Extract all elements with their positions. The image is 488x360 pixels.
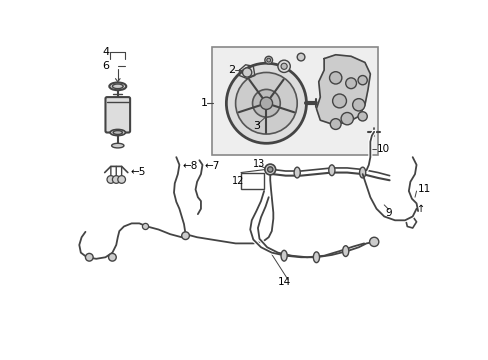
Text: 6: 6 <box>102 61 109 71</box>
Circle shape <box>260 97 272 109</box>
Circle shape <box>357 112 366 121</box>
Ellipse shape <box>293 167 300 178</box>
Text: 12: 12 <box>231 176 244 186</box>
Circle shape <box>345 78 356 89</box>
Circle shape <box>277 60 290 72</box>
Circle shape <box>108 253 116 261</box>
FancyBboxPatch shape <box>105 97 130 132</box>
Circle shape <box>352 99 364 111</box>
Circle shape <box>267 167 272 172</box>
Text: ←8: ←8 <box>182 161 198 171</box>
Circle shape <box>266 58 270 62</box>
Circle shape <box>118 176 125 183</box>
Ellipse shape <box>342 246 348 256</box>
Circle shape <box>252 89 280 117</box>
Circle shape <box>107 176 115 183</box>
Text: 14: 14 <box>277 277 290 287</box>
Circle shape <box>329 119 341 130</box>
Circle shape <box>112 176 120 183</box>
Text: ↑: ↑ <box>416 204 425 214</box>
Circle shape <box>297 53 305 61</box>
Circle shape <box>264 56 272 64</box>
Ellipse shape <box>281 250 286 261</box>
Circle shape <box>226 63 306 143</box>
Text: 9: 9 <box>385 208 391 217</box>
Ellipse shape <box>109 82 126 90</box>
Circle shape <box>281 63 286 69</box>
Circle shape <box>369 237 378 247</box>
Circle shape <box>85 253 93 261</box>
Text: 13: 13 <box>253 159 265 169</box>
Circle shape <box>142 223 148 230</box>
Text: 2: 2 <box>227 65 235 75</box>
Ellipse shape <box>113 131 122 134</box>
Circle shape <box>357 76 366 85</box>
Circle shape <box>242 68 251 77</box>
Circle shape <box>332 94 346 108</box>
Text: 11: 11 <box>417 184 430 194</box>
Ellipse shape <box>313 252 319 263</box>
Text: 10: 10 <box>376 144 389 154</box>
Ellipse shape <box>359 167 365 178</box>
Ellipse shape <box>328 165 334 176</box>
Text: 3: 3 <box>253 121 260 131</box>
Ellipse shape <box>110 130 125 136</box>
Text: 1: 1 <box>201 98 207 108</box>
FancyBboxPatch shape <box>212 47 377 155</box>
Text: ←7: ←7 <box>203 161 219 171</box>
Ellipse shape <box>111 143 123 148</box>
Text: 4: 4 <box>102 48 109 58</box>
Circle shape <box>329 72 341 84</box>
Circle shape <box>264 164 275 175</box>
Circle shape <box>341 112 353 125</box>
Circle shape <box>235 72 297 134</box>
Ellipse shape <box>112 84 123 89</box>
Circle shape <box>182 232 189 239</box>
Text: ←5: ←5 <box>130 167 145 177</box>
Polygon shape <box>316 55 369 124</box>
